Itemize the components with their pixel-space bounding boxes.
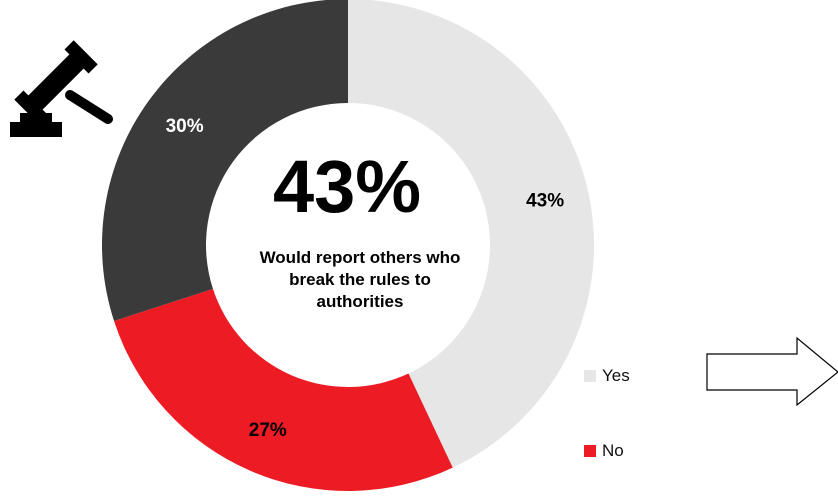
donut-slice-1 [348, 0, 594, 468]
donut-slice-2 [114, 288, 453, 491]
donut-slices [101, 0, 594, 491]
slice-label-2: 27% [249, 420, 287, 441]
center-caption-line: authorities [316, 292, 404, 312]
center-caption-line: break the rules to [289, 270, 431, 290]
legend-swatch-no [584, 445, 596, 457]
slice-label-3: 30% [166, 116, 204, 137]
right-arrow-icon [706, 336, 838, 407]
center-value: 43% [272, 145, 422, 228]
center-caption-line: Would report others who [259, 248, 461, 267]
slice-label-1: 43% [526, 190, 564, 211]
donut-slice-3 [101, 0, 348, 322]
legend-label: No [602, 441, 624, 460]
slice-labels: 43% 27% 30% [166, 116, 565, 441]
legend-swatch-yes [584, 370, 596, 382]
legend-item-no: No [584, 441, 624, 461]
legend-item-yes: Yes [584, 366, 630, 386]
center-caption: Would report others who break the rules … [222, 247, 498, 313]
legend-label: Yes [602, 366, 630, 385]
gavel-icon [10, 40, 113, 137]
